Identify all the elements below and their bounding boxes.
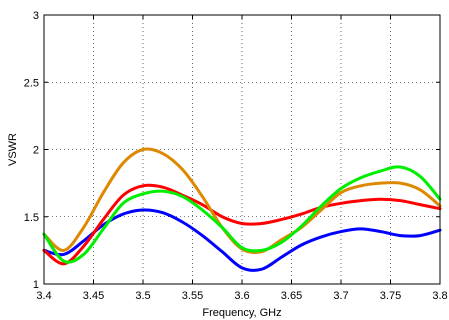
x-axis-label: Frequency, GHz	[202, 307, 281, 319]
grid-layer	[44, 15, 440, 284]
y-axis-label: VSWR	[7, 133, 19, 166]
x-tick-label: 3.65	[281, 290, 302, 302]
x-tick-label: 3.7	[333, 290, 348, 302]
y-tick-label: 2	[33, 145, 39, 157]
x-tick-label: 3.55	[182, 290, 203, 302]
x-tick-label: 3.8	[432, 290, 447, 302]
tick-layer: 3.4 3.45 3.5 3.55 3.6 3.65 3.7 3.75 3.8 1 1.5 2 2.5 3	[24, 10, 448, 302]
x-tick-label: 3.4	[36, 290, 51, 302]
y-tick-label: 3	[33, 10, 39, 22]
y-tick-label: 1	[33, 279, 39, 291]
series-line-2	[42, 183, 442, 266]
y-tick-label: 2.5	[24, 77, 39, 89]
series-layer	[42, 147, 442, 272]
x-tick-label: 3.6	[234, 290, 249, 302]
x-tick-label: 3.5	[135, 290, 150, 302]
x-tick-label: 3.75	[380, 290, 401, 302]
x-tick-label: 3.45	[83, 290, 104, 302]
series-line-4	[42, 165, 442, 264]
y-tick-label: 1.5	[24, 212, 39, 224]
